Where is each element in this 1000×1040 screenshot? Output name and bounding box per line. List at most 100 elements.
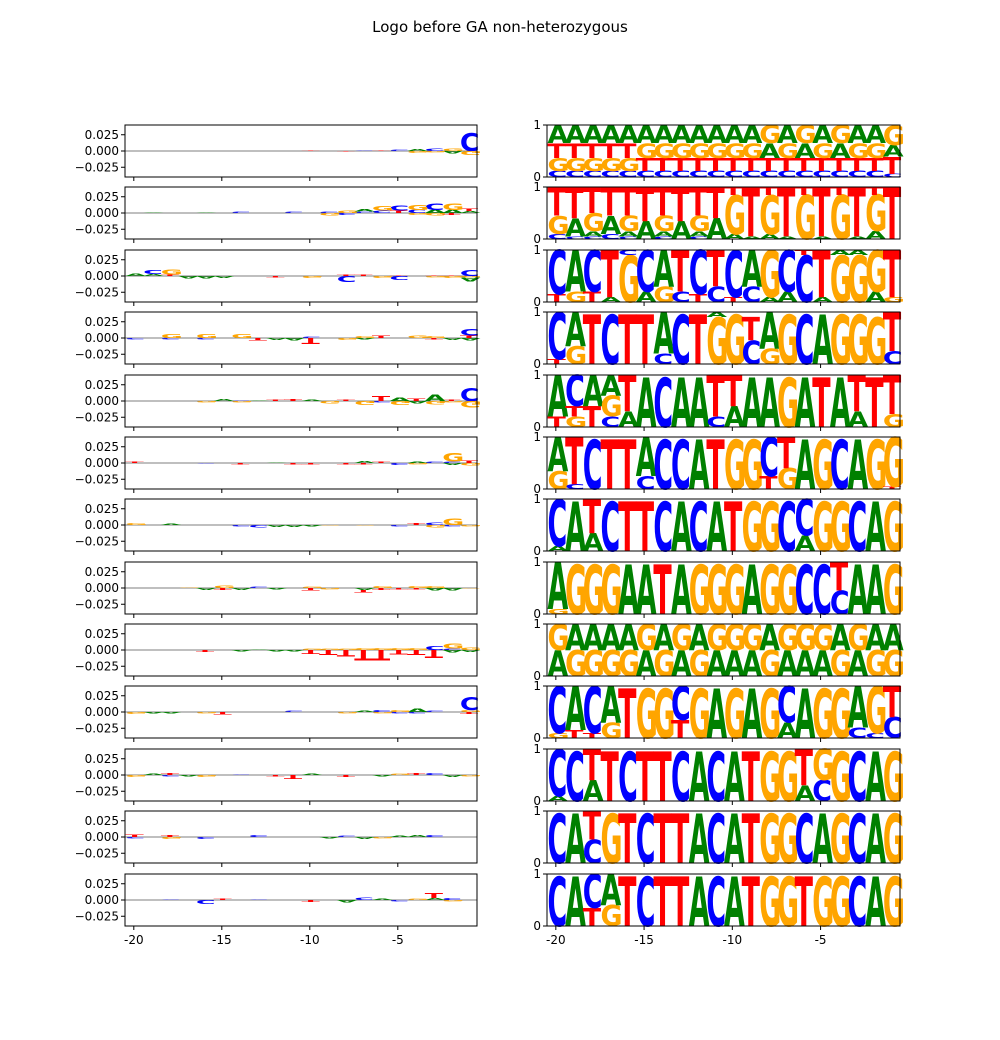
logo-letter-t: T: [618, 367, 637, 424]
logo-letter-a: A: [742, 644, 763, 685]
logo-letter-t: T: [196, 649, 214, 652]
logo-letter-c: C: [795, 491, 815, 548]
logo-letter-t: T: [600, 179, 618, 224]
logo-letter-c: C: [812, 774, 832, 808]
logo-letter-t: T: [883, 486, 901, 490]
logo-letter-g: G: [865, 644, 887, 685]
logo-letter-g: G: [759, 344, 781, 370]
logo-letter-g: G: [759, 552, 781, 631]
logo-letter-g: G: [600, 801, 622, 880]
logo-letter-g: G: [848, 618, 870, 659]
logo-letter-g: G: [442, 201, 464, 212]
logo-letter-g: G: [618, 242, 640, 318]
logo-letter-g: G: [759, 185, 781, 247]
logo-letter-t: T: [724, 368, 743, 417]
logo-letter-a: A: [883, 142, 905, 161]
logo-letter-g: G: [795, 185, 817, 255]
logo-letter-g: G: [425, 400, 447, 405]
prob-logo-axes: [546, 311, 901, 365]
logo-letter-c: C: [830, 427, 850, 506]
logo-letter-t: T: [302, 587, 320, 591]
logo-letter-g: G: [759, 864, 781, 943]
logo-letter-a: A: [653, 618, 674, 659]
logo-letter-c: C: [425, 522, 445, 526]
logo-letter-g: G: [583, 644, 605, 685]
logo-letter-t: T: [583, 139, 601, 163]
logo-letter-g: G: [442, 451, 464, 464]
y-tick-label: 0.025: [85, 877, 119, 891]
logo-letter-g: G: [830, 242, 852, 318]
prob-logo-axes: [546, 374, 901, 428]
logo-letter-c: C: [354, 897, 374, 901]
logo-letter-t: T: [706, 155, 725, 175]
logo-letter-a: A: [795, 644, 816, 685]
logo-letter-t: T: [636, 302, 654, 381]
logo-letter-c: C: [565, 482, 585, 490]
logo-letter-a: A: [407, 149, 428, 152]
logo-letter-g: G: [830, 644, 852, 685]
logo-letter-a: A: [565, 303, 586, 357]
logo-letter-a: A: [565, 239, 586, 306]
logo-letter-t: T: [724, 155, 743, 175]
logo-letter-a: A: [759, 365, 780, 444]
logo-letter-t: T: [583, 731, 602, 739]
logo-letter-c: C: [425, 201, 445, 212]
y-tick-label: 1: [533, 118, 541, 132]
logo-letter-a: A: [302, 773, 323, 775]
logo-letter-a: A: [618, 230, 640, 238]
logo-letter-a: A: [865, 229, 886, 242]
logo-letter-t: T: [425, 338, 443, 340]
logo-letter-t: T: [407, 398, 425, 402]
logo-letter-t: T: [354, 589, 372, 593]
logo-letter-g: G: [460, 588, 482, 589]
logo-letter-t: T: [600, 139, 618, 163]
y-tick-label: 0: [533, 669, 541, 683]
logo-letter-a: A: [653, 230, 675, 238]
logo-letter-g: G: [777, 739, 799, 818]
logo-letter-g: G: [883, 644, 905, 685]
logo-letter-c: C: [600, 489, 620, 568]
logo-letter-t: T: [337, 274, 355, 276]
y-tick-label: 0.025: [85, 315, 119, 329]
logo-letter-g: G: [565, 552, 587, 631]
logo-letter-c: C: [372, 401, 392, 403]
logo-letter-c: C: [548, 232, 568, 240]
logo-letter-a: A: [724, 644, 745, 685]
logo-letter-a: A: [354, 587, 375, 590]
logo-letter-a: A: [354, 208, 375, 212]
logo-letter-g: G: [126, 711, 148, 714]
logo-letter-g: G: [407, 648, 429, 651]
logo-letter-c: C: [425, 835, 445, 838]
logo-letter-t: T: [759, 185, 777, 198]
logo-letter-c: C: [653, 236, 673, 240]
logo-letter-g: G: [759, 676, 781, 755]
logo-letter-a: A: [689, 864, 710, 943]
logo-letter-a: A: [618, 121, 639, 150]
logo-letter-c: C: [636, 169, 656, 179]
logo-letter-c: C: [548, 299, 568, 375]
logo-letter-c: C: [795, 801, 815, 880]
y-tick-label: −0.025: [75, 160, 119, 174]
logo-letter-a: A: [284, 650, 305, 652]
logo-letter-c: C: [848, 801, 868, 880]
logo-letter-g: G: [865, 427, 887, 506]
logo-letter-a: A: [143, 274, 164, 277]
y-tick-label: −0.025: [75, 909, 119, 923]
y-tick-label: 0.000: [85, 893, 119, 907]
logo-letter-a: A: [583, 121, 604, 150]
logo-letter-c: C: [724, 169, 744, 179]
logo-letter-a: A: [425, 209, 446, 214]
logo-letter-a: A: [653, 121, 674, 150]
logo-letter-a: A: [460, 649, 481, 652]
logo-letter-t: T: [865, 185, 883, 198]
logo-letter-a: A: [848, 121, 869, 150]
logo-letter-a: A: [618, 407, 639, 433]
logo-letter-t: T: [689, 302, 707, 381]
y-tick-label: 0.025: [85, 752, 119, 766]
logo-letter-c: C: [126, 338, 146, 340]
logo-letter-c: C: [795, 169, 815, 179]
